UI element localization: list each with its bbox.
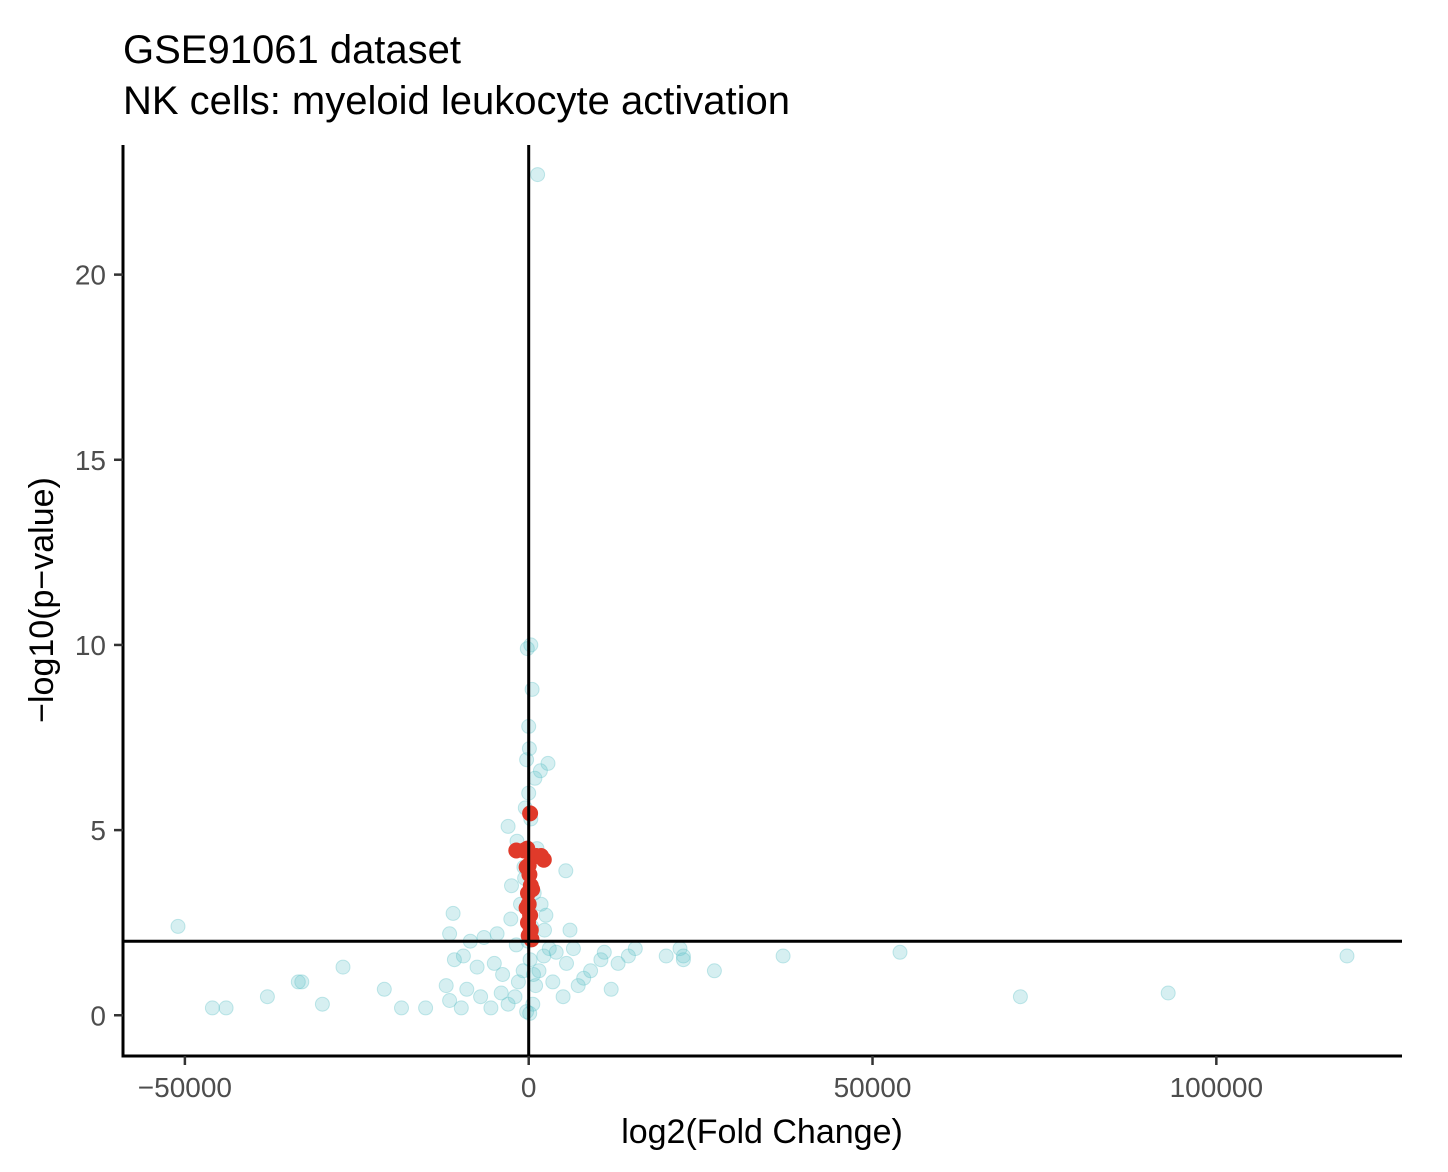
data-point bbox=[290, 974, 306, 990]
highlight-point bbox=[523, 931, 540, 948]
data-point bbox=[562, 922, 578, 938]
data-point bbox=[545, 974, 561, 990]
chart-subtitle: NK cells: myeloid leukocyte activation bbox=[123, 79, 790, 123]
data-point bbox=[294, 974, 310, 990]
x-tick-label: −50000 bbox=[138, 1072, 232, 1103]
highlight-point bbox=[524, 881, 541, 898]
data-point bbox=[170, 918, 186, 934]
data-point bbox=[1160, 985, 1176, 1001]
y-axis-title: −log10(p−value) bbox=[23, 477, 61, 723]
chart-title: GSE91061 dataset bbox=[123, 28, 461, 72]
data-point bbox=[583, 963, 599, 979]
reference-lines bbox=[123, 145, 1402, 1056]
data-point bbox=[536, 948, 552, 964]
data-point bbox=[532, 763, 548, 779]
data-point bbox=[576, 970, 592, 986]
data-point bbox=[519, 752, 535, 768]
data-point bbox=[442, 926, 458, 942]
data-point bbox=[500, 996, 516, 1012]
data-point bbox=[495, 967, 511, 982]
axes bbox=[121, 145, 1402, 1058]
x-tick-label: 50000 bbox=[834, 1072, 912, 1103]
data-point bbox=[558, 863, 574, 879]
data-point bbox=[204, 1000, 220, 1016]
data-point bbox=[775, 948, 791, 964]
data-point bbox=[259, 989, 275, 1005]
data-point bbox=[469, 959, 485, 975]
y-tick-label: 15 bbox=[75, 445, 106, 476]
x-axis-ticks: −50000 0 50000 100000 bbox=[138, 1056, 1263, 1103]
data-point bbox=[493, 985, 509, 1001]
data-point bbox=[892, 944, 908, 960]
data-point bbox=[1012, 989, 1028, 1005]
data-point bbox=[489, 926, 505, 942]
data-point bbox=[507, 989, 523, 1005]
data-point bbox=[376, 981, 392, 997]
background-genes-series bbox=[170, 167, 1355, 1021]
y-tick-label: 0 bbox=[90, 1000, 106, 1031]
data-point bbox=[455, 948, 471, 964]
data-point bbox=[627, 941, 643, 957]
data-point bbox=[483, 1000, 499, 1016]
data-point bbox=[438, 978, 454, 994]
data-point bbox=[314, 996, 330, 1012]
data-point bbox=[538, 907, 554, 923]
y-tick-label: 10 bbox=[75, 630, 106, 661]
data-point bbox=[510, 974, 526, 990]
data-point bbox=[620, 948, 636, 964]
y-tick-label: 20 bbox=[75, 260, 106, 291]
x-axis-title: log2(Fold Change) bbox=[621, 1113, 903, 1151]
data-point bbox=[593, 952, 609, 968]
data-point bbox=[610, 955, 626, 971]
data-point bbox=[504, 878, 519, 894]
data-point bbox=[335, 959, 351, 975]
data-point bbox=[473, 989, 489, 1005]
data-point bbox=[394, 1000, 409, 1016]
data-point bbox=[1339, 948, 1355, 964]
data-point bbox=[555, 989, 571, 1005]
data-point bbox=[445, 905, 461, 921]
data-point bbox=[418, 1000, 434, 1016]
data-point bbox=[453, 1000, 469, 1016]
data-point bbox=[537, 922, 552, 938]
data-point bbox=[531, 963, 547, 979]
data-point bbox=[658, 948, 674, 964]
data-point bbox=[603, 981, 619, 997]
highlight-point bbox=[533, 848, 550, 864]
data-point bbox=[486, 955, 502, 971]
data-point bbox=[524, 681, 540, 697]
y-tick-label: 5 bbox=[90, 815, 106, 846]
x-tick-label: 0 bbox=[521, 1072, 537, 1103]
data-point bbox=[540, 755, 556, 771]
data-point bbox=[442, 993, 458, 1008]
points-layer bbox=[170, 167, 1355, 1021]
data-point bbox=[446, 952, 462, 968]
data-point bbox=[559, 955, 574, 971]
data-point bbox=[706, 963, 722, 979]
y-axis-ticks: 0 5 10 15 20 bbox=[75, 260, 123, 1031]
highlight-genes-series bbox=[508, 805, 552, 948]
data-point bbox=[530, 167, 546, 183]
data-point bbox=[565, 941, 581, 957]
data-point bbox=[675, 952, 691, 968]
data-point bbox=[675, 948, 691, 964]
data-point bbox=[500, 818, 516, 834]
data-point bbox=[459, 981, 475, 997]
data-point bbox=[570, 978, 586, 994]
x-tick-label: 100000 bbox=[1170, 1072, 1263, 1103]
data-point bbox=[596, 944, 612, 960]
data-point bbox=[503, 911, 519, 927]
data-point bbox=[218, 1000, 234, 1016]
data-point bbox=[548, 944, 564, 960]
